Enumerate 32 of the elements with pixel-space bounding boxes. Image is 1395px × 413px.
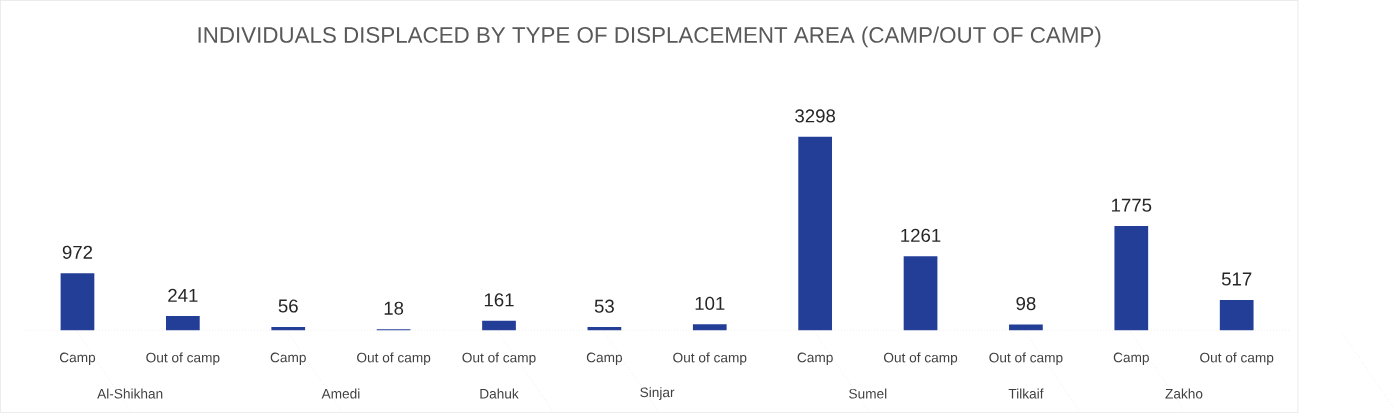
x-tick-label: Zakho: [1165, 388, 1203, 399]
text: Camp: [59, 352, 96, 366]
text: Out of camp: [357, 352, 431, 366]
text: Out of camp: [462, 352, 536, 366]
x-tick-label: Dahuk: [480, 388, 519, 399]
text: Out of camp: [883, 352, 958, 366]
x-tick-label: Al-Shikhan: [97, 388, 163, 399]
data-label: 1261: [901, 228, 941, 243]
text: Camp: [586, 352, 623, 366]
data-label: 517: [1221, 272, 1252, 286]
chart-title: INDIVIDUALS DISPLACED BY TYPE OF DISPLACEMENT AREA (CAMP/OUT OF CAMP): [198, 26, 1101, 48]
data-label: 101: [695, 296, 725, 311]
text: Out of camp: [1200, 352, 1274, 366]
data-label: 161: [484, 293, 514, 307]
text: Out of camp: [673, 352, 747, 366]
data-label: 18: [384, 301, 404, 315]
data-label: 53: [594, 299, 614, 313]
x-tick-label: Tilkaif: [1008, 388, 1044, 399]
series-label: Camp: [797, 352, 833, 366]
data-label: 241: [168, 288, 198, 302]
x-tick-label: Amedi: [321, 388, 360, 399]
text: Camp: [1113, 352, 1149, 366]
text: Camp: [270, 352, 306, 366]
x-tick-label: Sinjar: [640, 387, 675, 401]
text: Out of camp: [989, 352, 1063, 366]
data-label: 972: [62, 245, 93, 260]
text: Out of camp: [146, 352, 220, 366]
data-label: 1775: [1112, 198, 1152, 212]
x-tick-label: Sumel: [849, 388, 887, 399]
data-label: 98: [1016, 297, 1036, 311]
data-label: 56: [278, 299, 298, 313]
data-label: 3298: [795, 109, 836, 123]
